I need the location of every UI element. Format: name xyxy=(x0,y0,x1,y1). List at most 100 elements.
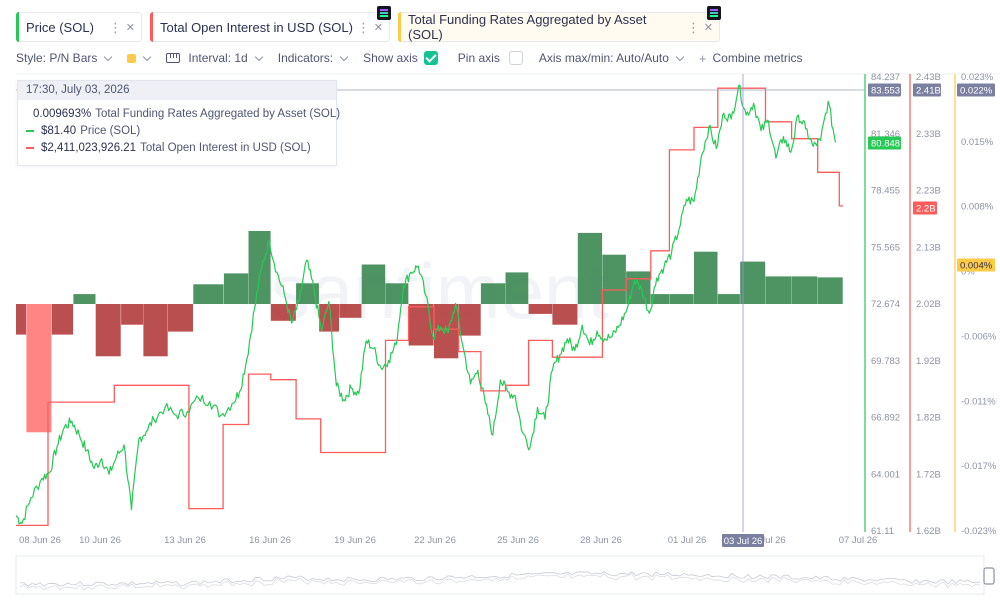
metric-tab-label: Total Funding Rates Aggregated by Asset … xyxy=(408,12,647,42)
axis-tick-label: 81.346 xyxy=(871,129,900,140)
navigator-handle[interactable] xyxy=(983,567,995,585)
metric-tab-open-interest[interactable]: Total Open Interest in USD (SOL) ⋮ ✕ xyxy=(150,6,391,42)
funding-rate-bar xyxy=(361,264,386,304)
pin-axis-label: Pin axis xyxy=(457,51,500,65)
metric-tab-price[interactable]: Price (SOL) ⋮ ✕ xyxy=(16,12,142,42)
crosshair-date-label: 03 Jul 26 xyxy=(724,536,763,547)
pin-axis-toggle[interactable]: Pin axis xyxy=(458,51,523,65)
metric-tab-label: Total Open Interest in USD (SOL) xyxy=(160,19,353,35)
funding-rate-bar xyxy=(480,283,506,304)
chart-toolbar: Style: P/N Bars Interval: 1d Indicators:… xyxy=(16,49,817,67)
ruler-icon xyxy=(166,53,181,63)
open-interest-series xyxy=(16,87,843,527)
indicators-dropdown[interactable]: Indicators: xyxy=(278,51,349,65)
navigator-line xyxy=(19,571,981,587)
x-tick-label: 10 Jun 26 xyxy=(79,535,121,546)
oi-last-badge: 2.2B xyxy=(916,204,936,215)
x-tick-label: 13 Jun 26 xyxy=(164,535,206,546)
metric-tabs: Price (SOL) ⋮ ✕ Total Open Interest in U… xyxy=(16,6,721,42)
axis-tick-label: 0.015% xyxy=(961,137,994,148)
axis-tick-label: 2.02B xyxy=(916,299,941,310)
x-tick-label: 28 Jun 26 xyxy=(580,535,622,546)
more-options-icon[interactable]: ⋮ xyxy=(357,20,370,35)
funding-rate-bar xyxy=(193,284,224,304)
funding-rate-bar xyxy=(528,304,553,314)
axis-tick-label: 69.783 xyxy=(871,356,900,367)
axis-tick-label: 1.72B xyxy=(916,469,941,480)
x-tick-label: 16 Jun 26 xyxy=(249,535,291,546)
funding-rate-bar xyxy=(248,231,271,304)
axis-minmax-dropdown[interactable]: Axis max/min: Auto/Auto xyxy=(539,51,685,65)
funding-rate-bar xyxy=(408,304,434,346)
oi-hover-badge: 2.41B xyxy=(916,86,941,97)
axis-tick-label: 61.11 xyxy=(871,526,894,537)
funding-rate-bar xyxy=(694,251,718,304)
funding-rate-bar xyxy=(817,277,843,304)
price-last-badge-bg xyxy=(868,136,901,150)
axis-tick-label: 64.001 xyxy=(871,469,900,480)
axis-tick-label: -0.006% xyxy=(961,331,997,342)
axis-tick-label: 1.82B xyxy=(916,413,941,424)
fr-hover-badge: 0.022% xyxy=(960,86,993,97)
x-axis-ticks: 08 Jun 26 10 Jun 26 13 Jun 26 16 Jun 26 19 J… xyxy=(19,534,877,547)
close-icon[interactable]: ✕ xyxy=(125,22,135,34)
close-icon[interactable]: ✕ xyxy=(703,22,713,34)
x-tick-label: 25 Jun 26 xyxy=(497,535,539,546)
axis-tick-label: 66.892 xyxy=(871,413,900,424)
price-last-badge: 80.848 xyxy=(871,139,900,150)
indicators-label: Indicators: xyxy=(277,51,334,65)
oi-last-badge-bg xyxy=(913,201,937,215)
metric-tab-funding-rates[interactable]: Total Funding Rates Aggregated by Asset … xyxy=(398,6,721,42)
axis-tick-label: 2.33B xyxy=(916,129,941,140)
funding-rate-bar xyxy=(168,304,193,332)
legend-dash-icon xyxy=(26,129,34,132)
axis-tick-label: 0.023% xyxy=(961,72,994,83)
axis-tick-label: 84.237 xyxy=(871,72,900,83)
funding-rate-bar xyxy=(16,304,27,335)
funding-rate-axis-ticks: 0.023% 0.015% 0.008% 0% -0.006% -0.011% -0.017… xyxy=(961,72,997,537)
hover-tooltip: 17:30, July 03, 2026 0.009693% Total Fun… xyxy=(17,80,340,166)
more-options-icon[interactable]: ⋮ xyxy=(109,20,122,35)
navigator-line xyxy=(19,572,981,591)
oi-hover-badge-bg xyxy=(913,83,941,97)
solana-icon xyxy=(707,6,721,20)
close-icon[interactable]: ✕ xyxy=(373,22,383,34)
tooltip-value: 0.009693% xyxy=(33,107,92,120)
axis-tick-label: 0.008% xyxy=(961,202,994,213)
more-options-icon[interactable]: ⋮ xyxy=(687,20,700,35)
solana-icon xyxy=(377,6,391,20)
pin-axis-checkbox[interactable] xyxy=(508,51,523,65)
tooltip-row-funding-rate: 0.009693% Total Funding Rates Aggregated… xyxy=(18,107,340,120)
open-interest-line xyxy=(16,87,843,527)
color-picker[interactable] xyxy=(127,52,152,63)
funding-rate-bars xyxy=(16,231,843,433)
navigator-panel[interactable] xyxy=(15,555,985,595)
funding-rate-bar xyxy=(650,294,670,304)
tooltip-value: $81.40 xyxy=(41,124,77,137)
interval-dropdown[interactable]: Interval: 1d xyxy=(166,51,263,65)
tooltip-row-open-interest: $2,411,023,926.21 Total Open Interest in… xyxy=(18,141,336,154)
axis-value-badges: 83.553 80.848 2.41B 2.2B 0.022% 0.004% xyxy=(868,83,995,272)
funding-rate-bar xyxy=(51,304,74,335)
funding-rate-bar xyxy=(73,294,96,304)
axis-tick-label: -0.017% xyxy=(961,461,997,472)
axis-tick-label: -0.023% xyxy=(961,526,997,537)
price-axis-ticks: 84.237 81.346 78.455 75.565 72.674 69.783 66.8… xyxy=(871,72,900,537)
funding-rate-bar xyxy=(791,276,818,304)
funding-rate-bar xyxy=(223,273,249,304)
combine-metrics-button[interactable]: + Combine metrics xyxy=(699,51,803,66)
funding-rate-bar xyxy=(270,304,296,321)
crosshair-date-badge xyxy=(722,534,764,547)
funding-rate-bar xyxy=(339,304,362,318)
show-axis-checkbox[interactable] xyxy=(423,51,438,65)
tooltip-row-price: $81.40 Price (SOL) xyxy=(18,124,336,137)
funding-rate-bar xyxy=(602,254,626,304)
funding-rate-bar xyxy=(26,304,52,433)
funding-rate-bar xyxy=(717,294,740,304)
price-line xyxy=(16,84,837,525)
style-dropdown[interactable]: Style: P/N Bars xyxy=(16,51,113,65)
show-axis-toggle[interactable]: Show axis xyxy=(363,51,438,65)
tooltip-metric-name: Total Open Interest in USD (SOL) xyxy=(140,141,311,154)
funding-rate-bar xyxy=(121,304,144,325)
